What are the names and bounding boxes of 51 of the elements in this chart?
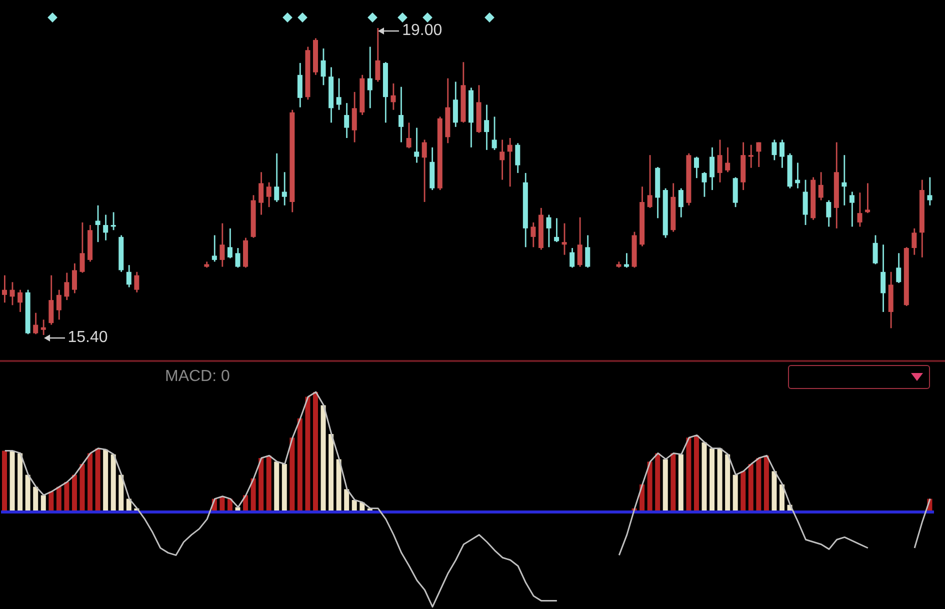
bar	[670, 453, 676, 512]
bar	[725, 454, 730, 512]
bar	[290, 438, 295, 512]
bar	[18, 453, 23, 512]
text: MACD: 0	[165, 368, 230, 386]
bar	[56, 486, 62, 512]
candlestick	[282, 172, 287, 206]
bar	[64, 482, 70, 512]
bar	[305, 396, 310, 512]
candlestick	[865, 183, 870, 214]
bar	[336, 459, 342, 512]
annotation: 19.00	[402, 22, 442, 39]
bar	[764, 456, 769, 512]
bar	[25, 474, 30, 512]
candlestick	[554, 218, 560, 242]
bar	[72, 474, 77, 512]
bar	[748, 464, 754, 512]
bar	[717, 448, 722, 512]
candlestick	[748, 144, 754, 168]
bar	[10, 450, 15, 512]
bar	[702, 442, 707, 512]
candlestick	[40, 320, 46, 335]
bar	[694, 435, 699, 512]
bar	[297, 418, 302, 512]
bar	[647, 462, 652, 512]
bar	[258, 458, 264, 512]
bar	[282, 464, 287, 512]
bar	[655, 453, 660, 512]
bar	[732, 474, 738, 512]
bar	[740, 471, 746, 512]
bar	[662, 459, 668, 512]
bar	[274, 462, 280, 512]
bar	[328, 434, 334, 512]
bar	[320, 405, 326, 512]
bar	[313, 392, 318, 512]
bar	[88, 453, 93, 512]
bar	[110, 454, 116, 512]
bar	[772, 471, 777, 512]
candlestick	[842, 155, 847, 206]
bar	[686, 438, 692, 512]
bar	[33, 486, 38, 512]
bar	[756, 458, 762, 512]
bar	[80, 464, 85, 512]
bar	[2, 450, 7, 512]
bar	[266, 456, 272, 512]
bar	[103, 450, 108, 512]
bar	[95, 448, 100, 512]
bar	[710, 448, 715, 512]
annotation: 15.40	[68, 329, 108, 346]
bar	[678, 454, 684, 512]
candlestick	[507, 138, 512, 187]
